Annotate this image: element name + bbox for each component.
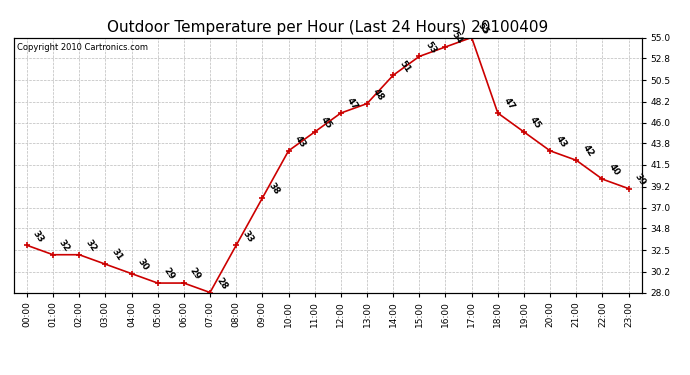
Text: 43: 43 [554,134,569,150]
Text: 31: 31 [110,248,124,263]
Text: 28: 28 [214,276,228,291]
Text: 51: 51 [397,58,412,74]
Text: 47: 47 [345,96,359,112]
Text: Copyright 2010 Cartronics.com: Copyright 2010 Cartronics.com [17,43,148,52]
Title: Outdoor Temperature per Hour (Last 24 Hours) 20100409: Outdoor Temperature per Hour (Last 24 Ho… [107,20,549,35]
Text: 45: 45 [528,115,543,130]
Text: 43: 43 [293,134,307,150]
Text: 29: 29 [188,266,203,282]
Text: 42: 42 [580,143,595,159]
Text: 54: 54 [450,30,464,45]
Text: 32: 32 [83,238,98,254]
Text: 30: 30 [136,257,150,272]
Text: 38: 38 [266,181,281,196]
Text: 47: 47 [502,96,517,112]
Text: 45: 45 [319,115,333,130]
Text: 33: 33 [31,228,46,244]
Text: 40: 40 [607,162,621,178]
Text: 48: 48 [371,87,386,102]
Text: 29: 29 [162,266,177,282]
Text: 39: 39 [633,172,647,187]
Text: 32: 32 [57,238,72,254]
Text: 53: 53 [424,40,438,55]
Text: 33: 33 [240,228,255,244]
Text: 55: 55 [476,21,491,36]
